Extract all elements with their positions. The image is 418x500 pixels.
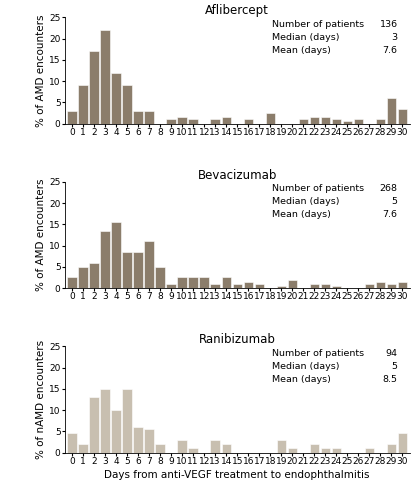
Bar xyxy=(78,444,88,452)
Bar xyxy=(144,111,154,124)
Bar xyxy=(100,231,110,288)
Bar xyxy=(310,444,319,452)
Text: Number of patients
Median (days)
Mean (days): Number of patients Median (days) Mean (d… xyxy=(272,184,364,220)
Bar xyxy=(310,117,319,123)
Bar xyxy=(277,286,286,288)
Bar xyxy=(155,267,165,288)
Bar xyxy=(89,262,99,288)
Text: 94
5
8.5: 94 5 8.5 xyxy=(382,348,398,384)
Bar xyxy=(178,117,187,123)
Bar xyxy=(100,389,110,452)
Bar xyxy=(321,448,330,452)
Bar xyxy=(222,444,231,452)
Bar xyxy=(354,120,363,124)
Bar xyxy=(387,284,396,288)
Bar xyxy=(321,284,330,288)
Bar xyxy=(122,252,132,288)
Bar xyxy=(365,284,374,288)
Bar xyxy=(78,86,88,124)
Text: Number of patients
Median (days)
Mean (days): Number of patients Median (days) Mean (d… xyxy=(272,348,364,384)
Text: 268
5
7.6: 268 5 7.6 xyxy=(380,184,398,220)
Bar xyxy=(277,440,286,452)
Bar xyxy=(122,389,132,452)
Bar xyxy=(211,284,220,288)
Y-axis label: % of AMD encounters: % of AMD encounters xyxy=(36,14,46,127)
Bar xyxy=(211,440,220,452)
Bar xyxy=(155,444,165,452)
Bar xyxy=(310,284,319,288)
Bar xyxy=(133,252,143,288)
Bar xyxy=(298,120,308,124)
Bar xyxy=(332,448,341,452)
Bar xyxy=(376,282,385,288)
Bar xyxy=(133,111,143,124)
Bar xyxy=(67,434,76,452)
Y-axis label: % of nAMD encounters: % of nAMD encounters xyxy=(36,340,46,459)
Bar xyxy=(166,284,176,288)
Bar xyxy=(89,398,99,452)
Bar xyxy=(78,267,88,288)
Bar xyxy=(189,448,198,452)
Bar xyxy=(133,427,143,452)
Bar xyxy=(178,440,187,452)
Y-axis label: % of AMD encounters: % of AMD encounters xyxy=(36,179,46,292)
Bar xyxy=(222,278,231,288)
Bar xyxy=(232,284,242,288)
Bar xyxy=(321,117,330,123)
Bar xyxy=(199,278,209,288)
Bar xyxy=(111,72,121,124)
Bar xyxy=(67,278,76,288)
Bar xyxy=(398,282,407,288)
Bar xyxy=(178,278,187,288)
Title: Bevacizumab: Bevacizumab xyxy=(198,169,277,182)
Title: Ranibizumab: Ranibizumab xyxy=(199,334,275,346)
Bar xyxy=(144,242,154,288)
Bar xyxy=(288,280,297,288)
Bar xyxy=(332,286,341,288)
Bar xyxy=(111,410,121,453)
Bar xyxy=(67,111,76,124)
Text: Number of patients
Median (days)
Mean (days): Number of patients Median (days) Mean (d… xyxy=(272,20,364,55)
Bar xyxy=(376,120,385,124)
Bar xyxy=(100,30,110,124)
Bar xyxy=(244,120,253,124)
Bar xyxy=(398,108,407,124)
Bar xyxy=(211,120,220,124)
Bar xyxy=(244,282,253,288)
Bar xyxy=(365,448,374,452)
Bar xyxy=(189,278,198,288)
Bar xyxy=(144,429,154,452)
X-axis label: Days from anti-VEGF treatment to endophthalmitis: Days from anti-VEGF treatment to endopht… xyxy=(104,470,370,480)
Bar xyxy=(398,434,407,452)
Bar xyxy=(111,222,121,288)
Bar xyxy=(166,120,176,124)
Text: 136
3
7.6: 136 3 7.6 xyxy=(380,20,398,55)
Bar xyxy=(189,120,198,124)
Bar xyxy=(255,284,264,288)
Title: Aflibercept: Aflibercept xyxy=(205,4,269,18)
Bar xyxy=(387,98,396,124)
Bar xyxy=(89,52,99,124)
Bar xyxy=(343,122,352,124)
Bar xyxy=(288,448,297,452)
Bar xyxy=(265,113,275,124)
Bar xyxy=(332,120,341,124)
Bar xyxy=(122,86,132,124)
Bar xyxy=(387,444,396,452)
Bar xyxy=(222,117,231,123)
